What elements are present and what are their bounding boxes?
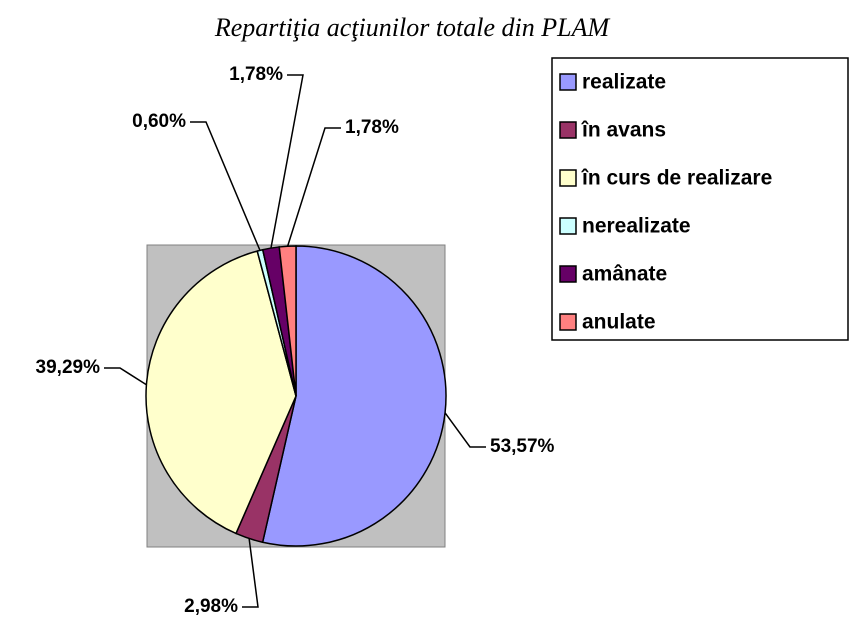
legend-swatch [559, 265, 577, 283]
data-label: 53,57% [490, 436, 555, 457]
legend-swatch [559, 121, 577, 139]
legend-swatch [559, 217, 577, 235]
legend-label: în curs de realizare [581, 167, 772, 190]
pie-slice [145, 250, 297, 535]
leader-line [286, 127, 341, 247]
legend-swatch [559, 313, 577, 331]
legend-swatch [559, 73, 577, 91]
leader-line [190, 121, 261, 251]
data-label: 1,78% [345, 117, 399, 138]
legend-swatch [559, 169, 577, 187]
legend-label: amânate [582, 263, 667, 286]
leader-line [444, 412, 486, 448]
data-label: 39,29% [36, 357, 101, 378]
leader-line [270, 74, 304, 249]
data-label: 2,98% [184, 596, 238, 617]
data-label: 0,60% [132, 111, 186, 132]
legend-label: nerealizate [582, 215, 691, 238]
legend-label: realizate [582, 71, 666, 94]
leader-line [104, 367, 147, 386]
data-label: 1,78% [229, 64, 283, 85]
legend-label: în avans [581, 119, 666, 142]
chart-title: Repartiţia acţiunilor totale din PLAM [214, 13, 611, 42]
leader-line [242, 538, 259, 608]
legend [551, 57, 849, 341]
legend-label: anulate [582, 311, 656, 334]
